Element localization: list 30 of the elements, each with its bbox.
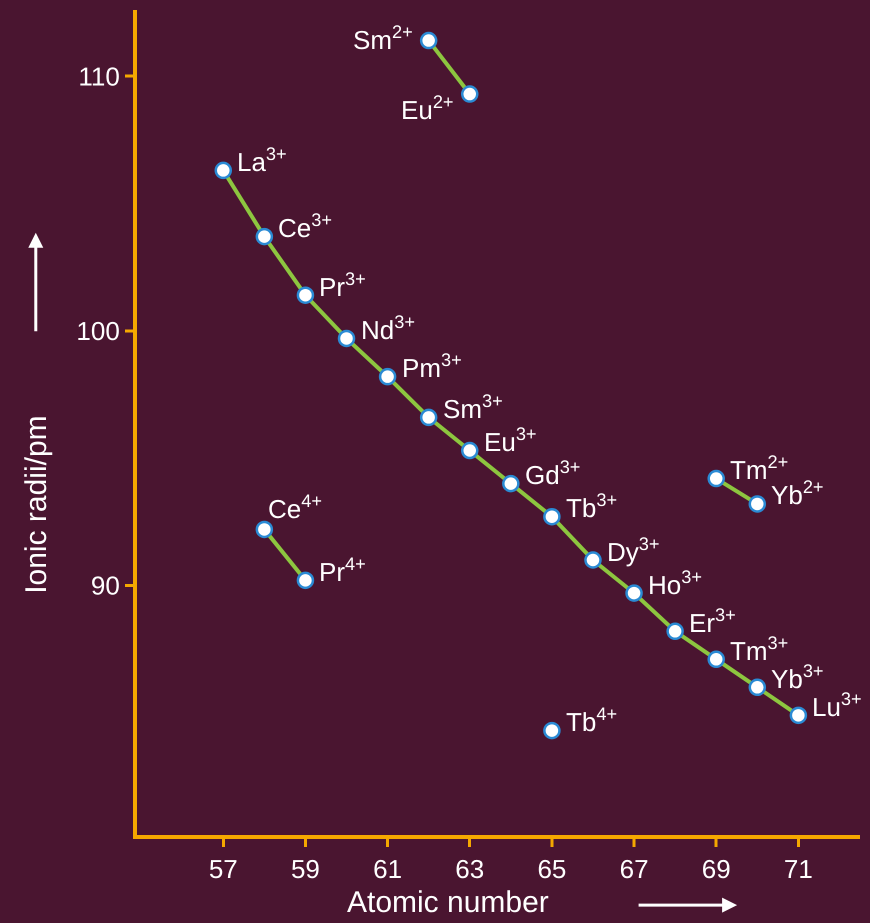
y-tick-label: 110 bbox=[78, 61, 120, 92]
x-tick-label: 63 bbox=[455, 854, 484, 884]
annotation: Ce$^{3+}$ bbox=[278, 210, 332, 243]
annotation: Pr$^{4+}$ bbox=[319, 554, 366, 587]
annotation: Gd$^{3+}$ bbox=[525, 457, 580, 490]
x-tick-label: 65 bbox=[537, 854, 566, 884]
x-tick-label: 67 bbox=[620, 854, 649, 884]
x-tick-label: 69 bbox=[702, 854, 731, 884]
x-tick-label: 59 bbox=[290, 854, 320, 884]
y-tick-label: 100 bbox=[76, 316, 120, 346]
annotation: Eu$^{2+}$ bbox=[401, 92, 454, 125]
annotation: Ce$^{4+}$ bbox=[268, 491, 322, 524]
point bbox=[543, 722, 561, 740]
y-tick-label: 90 bbox=[90, 570, 120, 601]
x-tick-label: 71 bbox=[784, 854, 813, 884]
y-axis-title: Ionic radii/pm bbox=[20, 415, 53, 594]
annotation: Tb$^{4+}$ bbox=[566, 704, 618, 737]
annotation: Pr$^{3+}$ bbox=[319, 269, 366, 302]
annotation: Sm$^{2+}$ bbox=[353, 22, 413, 55]
annotation: Eu$^{3+}$ bbox=[484, 424, 537, 457]
annotation: Dy$^{3+}$ bbox=[607, 534, 660, 567]
x-tick-label: 61 bbox=[373, 854, 402, 884]
x-axis-title: Atomic number bbox=[347, 886, 549, 919]
annotation: Ho$^{3+}$ bbox=[648, 567, 702, 600]
annotation: Tb$^{3+}$ bbox=[566, 490, 618, 523]
annotation: Sm$^{3+}$ bbox=[443, 391, 503, 424]
x-tick-label: 57 bbox=[208, 854, 238, 884]
annotation: Pm$^{3+}$ bbox=[402, 350, 462, 383]
annotation: Nd$^{3+}$ bbox=[361, 312, 415, 345]
annotation: La$^{3+}$ bbox=[237, 144, 287, 177]
